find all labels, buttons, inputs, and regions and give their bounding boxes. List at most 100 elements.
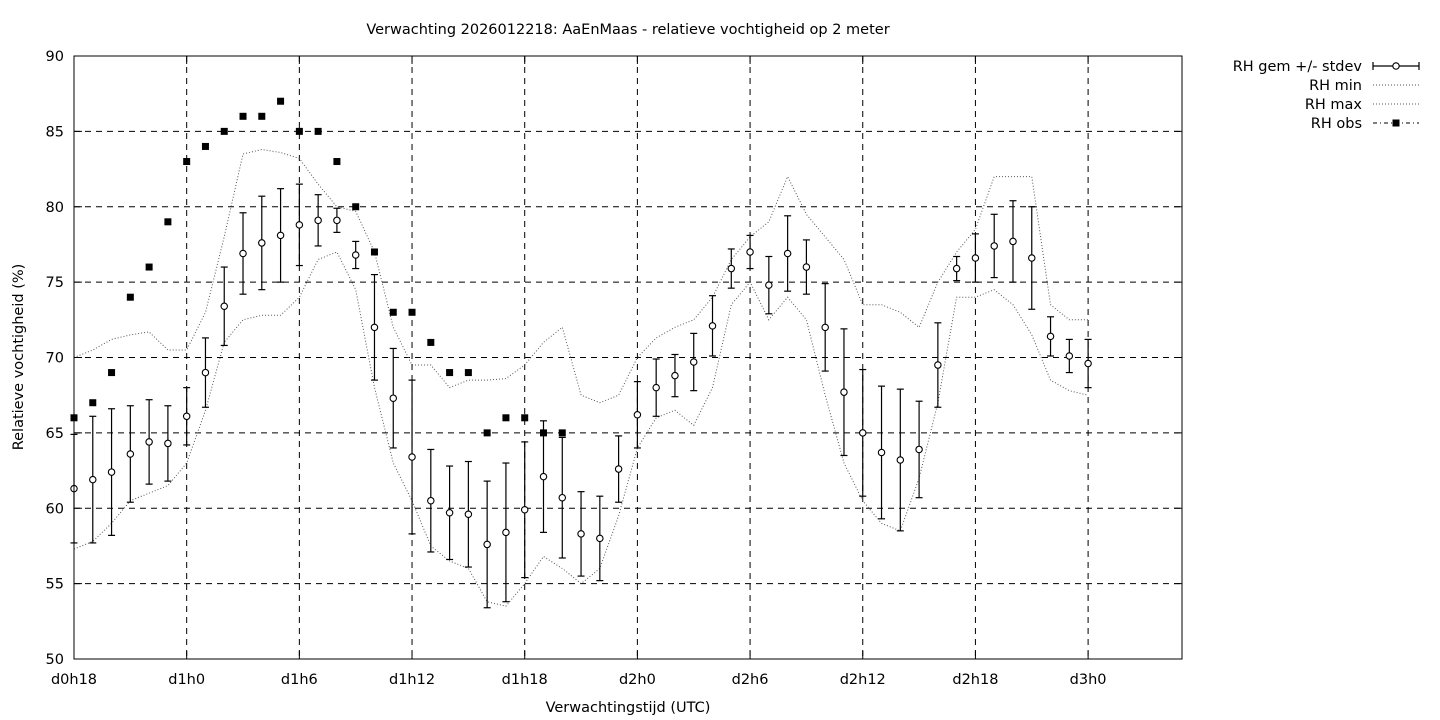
mean-point (652, 383, 660, 392)
x-tick-label: d3h0 (1070, 672, 1107, 688)
x-tick-label: d2h18 (952, 672, 998, 688)
mean-point (89, 475, 97, 484)
mean-point (333, 216, 341, 225)
obs-point (483, 429, 491, 437)
mean-point (633, 411, 642, 419)
mean-point (765, 281, 773, 289)
obs-point (370, 248, 378, 256)
mean-point (220, 302, 228, 310)
mean-point (577, 530, 585, 538)
obs-point (333, 158, 341, 166)
mean-point (990, 242, 998, 250)
mean-point (858, 429, 867, 437)
mean-point (408, 453, 416, 461)
obs-point (145, 263, 153, 271)
mean-point (1046, 332, 1055, 341)
x-tick-label: d1h6 (281, 672, 318, 688)
mean-point (427, 496, 435, 505)
obs-point (389, 308, 397, 316)
y-tick-label: 70 (46, 351, 64, 367)
mean-point (746, 248, 754, 256)
y-tick-label: 85 (46, 124, 64, 140)
legend: RH gem +/- stdev RH min RH max RH obs (1233, 59, 1420, 132)
mean-point (802, 263, 811, 271)
legend-swatch-square (1392, 119, 1400, 127)
mean-point (351, 251, 360, 259)
mean-point (483, 540, 491, 549)
obs-point (201, 142, 209, 150)
obs-point (108, 369, 116, 377)
y-tick-label: 60 (46, 501, 64, 517)
obs-point (239, 112, 247, 120)
mean-point (614, 465, 623, 473)
grid (73, 56, 1182, 659)
mean-point (708, 322, 717, 330)
mean-point (877, 448, 886, 457)
mean-point (107, 468, 116, 476)
mean-point (727, 264, 736, 273)
mean-point (445, 509, 454, 517)
x-tick-label: d1h18 (502, 672, 548, 688)
x-tick-label: d2h0 (619, 672, 656, 688)
mean-point (1084, 359, 1092, 368)
obs-point (89, 399, 97, 407)
legend-label: RH max (1305, 97, 1363, 113)
mean-point (276, 231, 285, 240)
obs-point (277, 97, 285, 105)
chart-title: Verwachting 2026012218: AaEnMaas - relat… (366, 22, 889, 38)
mean-point (783, 249, 792, 258)
obs-point (539, 429, 547, 437)
obs-point (258, 112, 266, 120)
y-tick-label: 55 (46, 577, 64, 593)
mean-point (258, 239, 266, 247)
mean-point (952, 264, 961, 273)
mean-point (596, 534, 604, 543)
x-tick-label: d1h12 (389, 672, 435, 688)
series-rh-obs (70, 97, 566, 437)
obs-point (295, 127, 303, 135)
y-tick-label: 75 (46, 275, 64, 291)
mean-point (558, 493, 567, 502)
obs-point (446, 369, 454, 377)
obs-point (427, 338, 435, 346)
y-tick-label: 50 (46, 652, 64, 668)
mean-point (201, 368, 210, 377)
x-tick-label: d0h18 (51, 672, 97, 688)
obs-point (408, 308, 416, 316)
mean-point (389, 394, 398, 402)
obs-point (183, 158, 191, 166)
mean-point (915, 445, 923, 454)
mean-point (934, 361, 942, 369)
mean-point (539, 472, 548, 481)
obs-point (352, 203, 360, 211)
legend-label: RH gem +/- stdev (1233, 59, 1363, 75)
obs-point (164, 218, 172, 226)
x-tick-label: d2h6 (732, 672, 769, 688)
y-tick-label: 65 (46, 426, 64, 442)
legend-label: RH min (1309, 78, 1362, 94)
y-tick-label: 90 (46, 49, 64, 65)
mean-point (370, 323, 379, 332)
series-rh-gem (70, 183, 1092, 609)
obs-point (558, 429, 566, 437)
legend-label: RH obs (1311, 116, 1362, 132)
mean-point (1028, 254, 1036, 262)
obs-point (314, 127, 322, 135)
mean-point (295, 221, 304, 229)
y-tick-label: 80 (46, 200, 64, 216)
mean-point (821, 323, 829, 332)
x-tick-label: d2h12 (840, 672, 886, 688)
obs-point (502, 414, 510, 422)
x-axis: d0h18 d1h0 d1h6 d1h12 d1h18 d2h0 d2h6 d2h12 d2h1… (51, 56, 1107, 688)
mean-point (502, 528, 510, 537)
obs-point (521, 414, 529, 422)
y-axis: 50 55 60 65 70 75 80 85 90 (46, 49, 1182, 668)
legend-swatch-point (1392, 62, 1400, 70)
mean-point (1065, 352, 1074, 360)
mean-point (314, 216, 322, 225)
mean-point (671, 371, 679, 380)
mean-point (896, 456, 905, 464)
mean-point (1009, 237, 1017, 246)
mean-point (239, 249, 247, 258)
